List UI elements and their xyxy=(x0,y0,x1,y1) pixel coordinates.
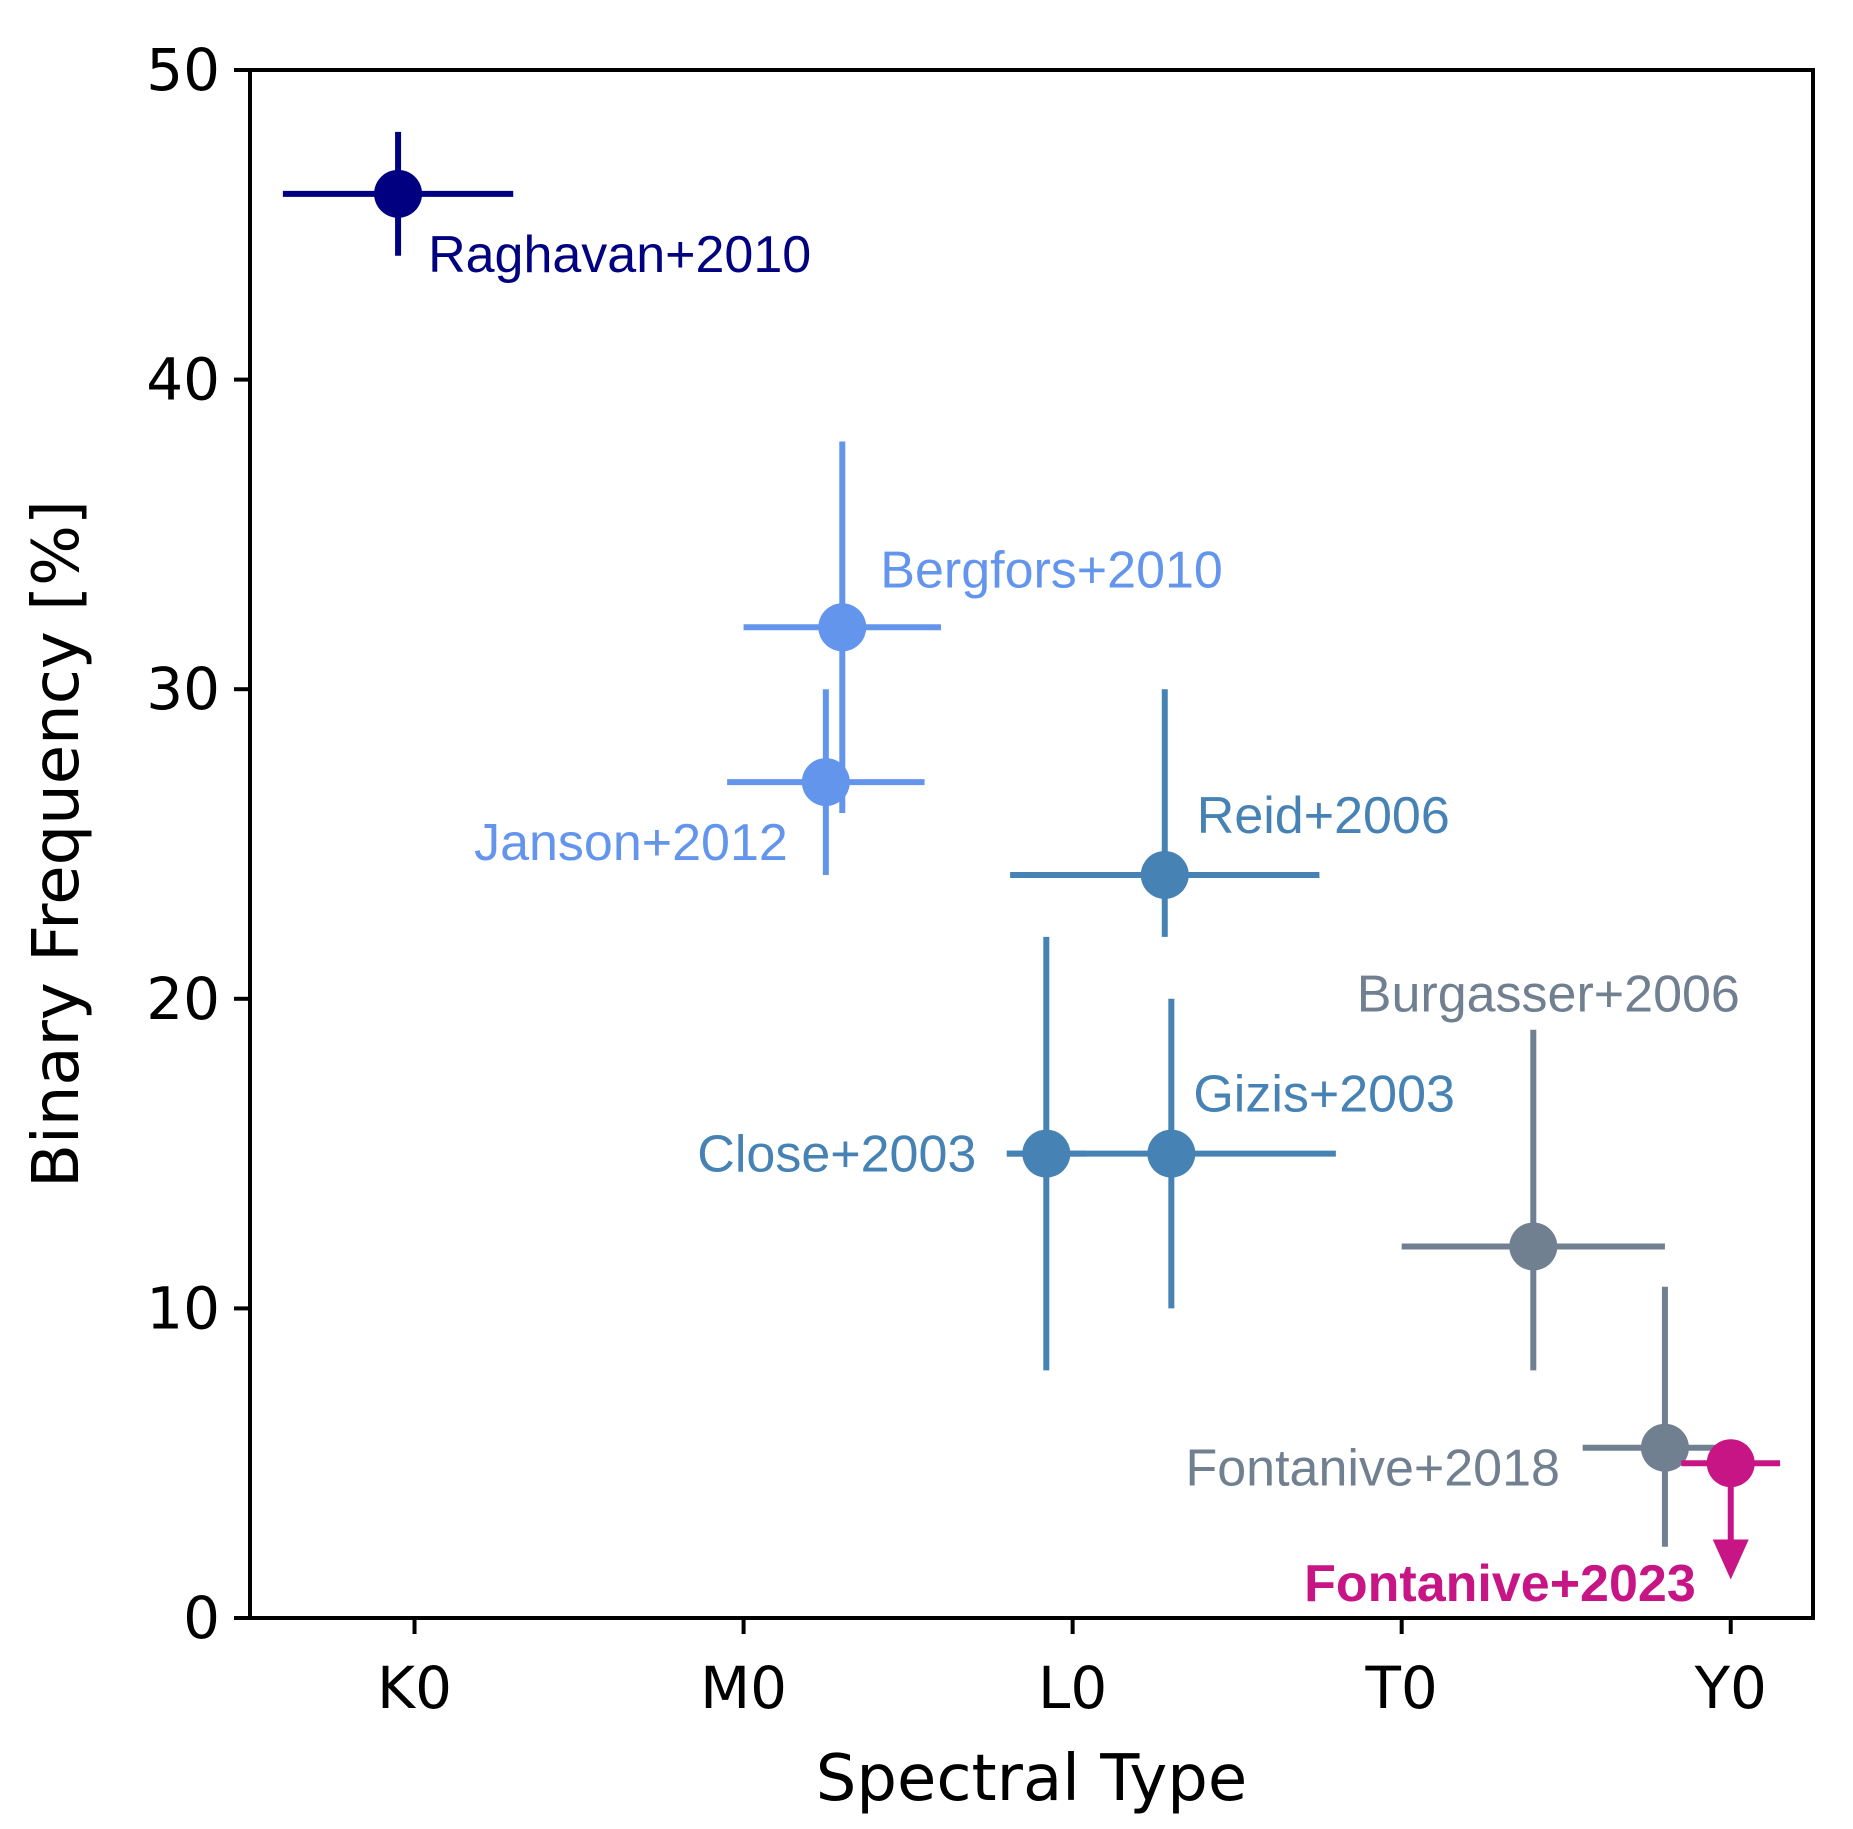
y-tick-label: 0 xyxy=(183,1584,220,1652)
point-label: Burgasser+2006 xyxy=(1357,965,1740,1023)
point-label: Fontanive+2018 xyxy=(1186,1440,1560,1498)
y-tick-label: 40 xyxy=(146,346,220,414)
point-label: Bergfors+2010 xyxy=(880,541,1223,599)
chart-marks: Raghavan+2010 Bergfors+2010 Janson+2012 Rei… xyxy=(282,131,1781,1613)
point-label: Reid+2006 xyxy=(1197,787,1450,845)
point-label: Close+2003 xyxy=(697,1126,976,1184)
y-tick-label: 30 xyxy=(146,655,220,723)
x-tick-label: M0 xyxy=(700,1654,787,1722)
data-point-group: Janson+2012 xyxy=(474,689,925,875)
data-point-group: Bergfors+2010 xyxy=(743,441,1223,814)
y-tick-label: 10 xyxy=(146,1274,220,1342)
y-axis-title: Binary Frequency [%] xyxy=(20,500,94,1188)
upper-limit-arrow-head xyxy=(1712,1539,1749,1580)
data-point xyxy=(1509,1222,1558,1271)
y-tick-label: 50 xyxy=(146,36,220,104)
plot-frame xyxy=(248,68,1815,1620)
data-point-group: Gizis+2003 xyxy=(1006,998,1455,1309)
x-tick-label: T0 xyxy=(1365,1654,1438,1722)
data-point-group: Fontanive+2023 xyxy=(1304,1439,1781,1613)
data-point xyxy=(818,603,867,652)
data-point-group: Raghavan+2010 xyxy=(282,131,811,284)
y-tick-label: 20 xyxy=(146,965,220,1033)
x-tick-label: K0 xyxy=(377,1654,452,1722)
point-label: Fontanive+2023 xyxy=(1304,1555,1696,1613)
point-label: Gizis+2003 xyxy=(1193,1066,1455,1124)
x-tick-label: L0 xyxy=(1038,1654,1107,1722)
data-point-group: Burgasser+2006 xyxy=(1357,965,1740,1371)
data-point-group: Fontanive+2018 xyxy=(1186,1286,1748,1547)
point-label: Janson+2012 xyxy=(474,814,788,872)
data-point xyxy=(1706,1439,1755,1488)
x-tick-label: Y0 xyxy=(1694,1654,1767,1722)
x-axis-title: Spectral Type xyxy=(816,1742,1248,1816)
x-axis: K0 M0 L0 T0 Y0 xyxy=(377,1618,1767,1722)
data-point xyxy=(374,169,423,218)
data-point xyxy=(1640,1423,1689,1472)
data-point xyxy=(1147,1129,1196,1178)
point-label: Raghavan+2010 xyxy=(428,226,811,284)
data-point xyxy=(801,758,850,807)
data-point xyxy=(1140,850,1189,899)
data-point-group: Reid+2006 xyxy=(1010,689,1450,937)
y-axis: 0 10 20 30 40 50 xyxy=(146,36,250,1652)
